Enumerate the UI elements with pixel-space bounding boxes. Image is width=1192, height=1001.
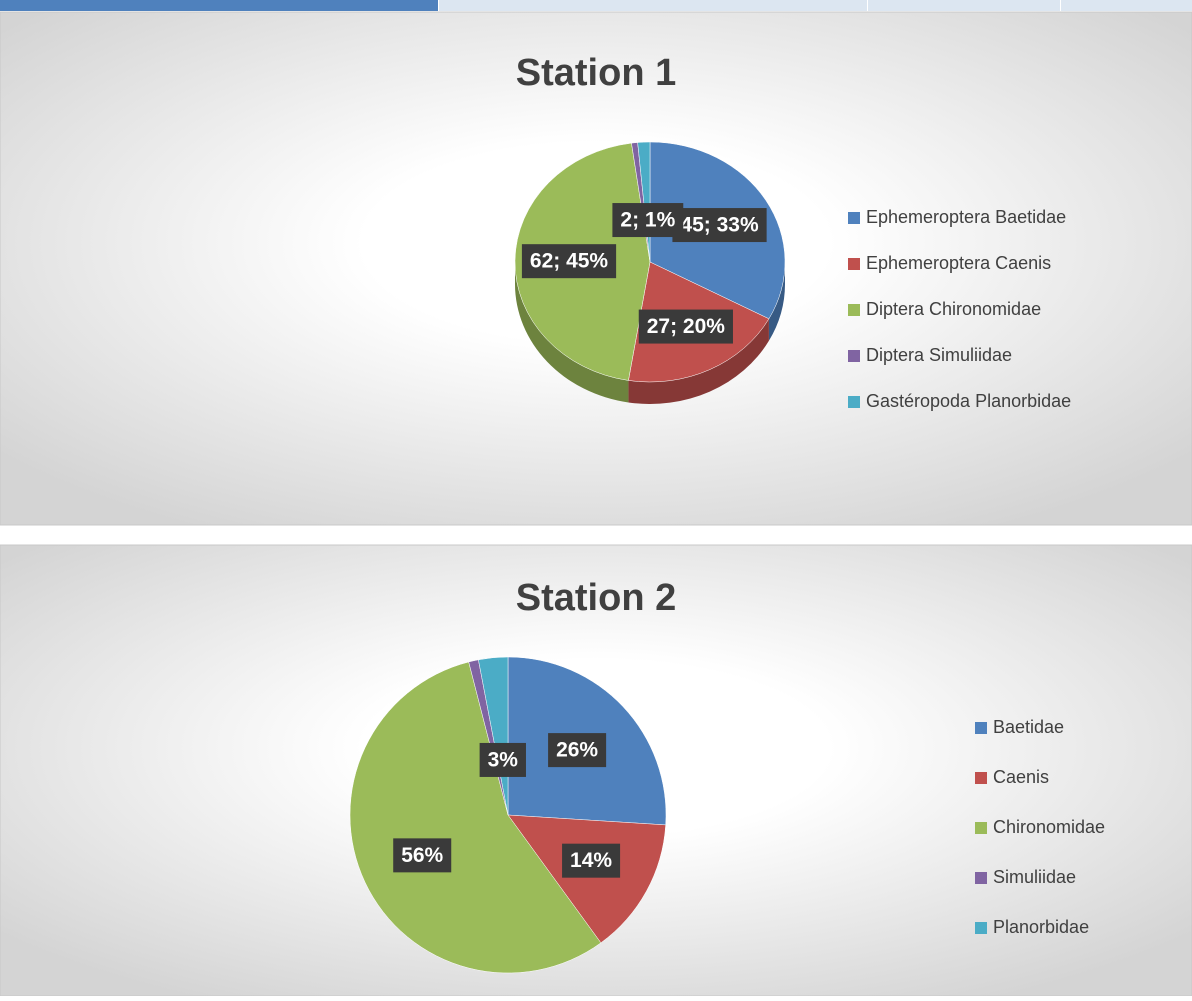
table-cell: [1061, 0, 1192, 11]
legend-swatch: [848, 212, 860, 224]
legend-swatch: [848, 258, 860, 270]
table-cell: [868, 0, 1060, 11]
data-label-box: [638, 309, 733, 344]
data-label: 62; 45%: [530, 250, 609, 273]
legend-label: Caenis: [993, 767, 1049, 787]
data-label-box: [672, 208, 767, 243]
data-label: 56%: [401, 844, 443, 867]
pie-slice: [507, 814, 666, 944]
data-label: 2; 1%: [620, 209, 675, 232]
data-label-box: [479, 742, 526, 777]
data-label-box: [521, 244, 617, 279]
table-cell: [0, 0, 438, 11]
legend-label: Chironomidae: [993, 817, 1105, 837]
legend-swatch: [848, 396, 860, 408]
legend-swatch: [975, 722, 987, 734]
data-label-box: [612, 203, 684, 238]
legend-swatch: [975, 822, 987, 834]
data-label-box: [562, 843, 621, 878]
chart-title: Station 2: [516, 577, 676, 619]
data-label: 26%: [556, 739, 598, 762]
legend-label: Ephemeroptera Baetidae: [866, 207, 1066, 227]
data-label: 27; 20%: [647, 315, 726, 338]
data-label-box: [548, 733, 607, 768]
legend-label: Baetidae: [993, 717, 1064, 737]
data-label: 14%: [570, 849, 612, 872]
data-label-box: [393, 838, 452, 873]
legend-label: Diptera Chironomidae: [866, 299, 1041, 319]
data-label: 3%: [488, 748, 519, 771]
slice-side: [768, 262, 785, 341]
legend-label: Ephemeroptera Caenis: [866, 253, 1051, 273]
legend-swatch: [975, 872, 987, 884]
legend-swatch: [848, 350, 860, 362]
data-label: 45; 33%: [680, 214, 759, 237]
slice-side: [515, 262, 629, 403]
legend-label: Planorbidae: [993, 917, 1089, 937]
pie-slice: [349, 661, 602, 974]
slice-side: [628, 318, 769, 405]
legend-label: Simuliidae: [993, 867, 1076, 887]
legend-swatch: [975, 922, 987, 934]
legend-swatch: [848, 304, 860, 316]
chart-title: Station 1: [516, 52, 676, 94]
legend-swatch: [975, 772, 987, 784]
legend-label: Diptera Simuliidae: [866, 345, 1012, 365]
table-cell: [439, 0, 867, 11]
legend-label: Gastéropoda Planorbidae: [866, 391, 1071, 411]
